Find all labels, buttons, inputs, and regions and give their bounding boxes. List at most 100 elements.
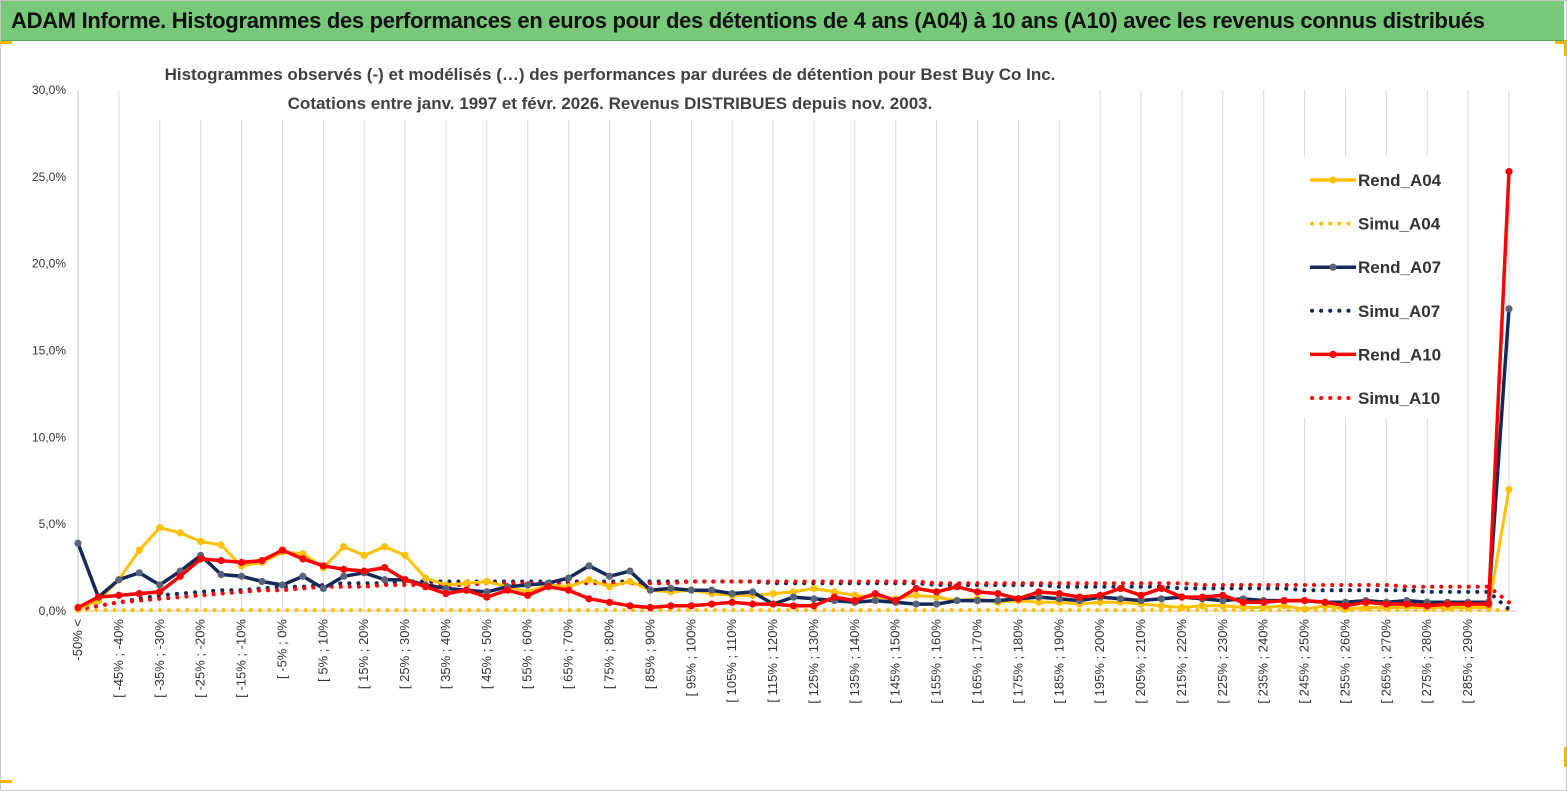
data-point-rend-a10: [1035, 588, 1043, 596]
data-point-rend-a10: [667, 602, 675, 610]
data-point-rend-a04: [421, 574, 430, 582]
data-point-rend-a07: [74, 539, 82, 547]
data-point-rend-a04: [381, 543, 389, 551]
x-tick-label: [ 285% ; 290%: [1460, 619, 1475, 704]
x-tick-label: [ 205% ; 210%: [1133, 619, 1148, 704]
x-tick-label: [ 115% ; 120%: [765, 619, 780, 703]
data-point-rend-a04: [340, 543, 348, 551]
data-point-rend-a10: [1116, 584, 1125, 593]
data-point-rend-a10: [1239, 598, 1247, 606]
legend-label-rend-a04: Rend_A04: [1358, 171, 1442, 190]
x-tick-label: [ 195% ; 200%: [1092, 619, 1107, 704]
data-point-rend-a10: [462, 586, 471, 594]
data-point-rend-a10: [1464, 600, 1472, 608]
data-point-rend-a07: [217, 570, 225, 579]
data-point-rend-a10: [115, 591, 123, 599]
data-point-rend-a10: [1382, 600, 1390, 608]
data-point-rend-a07: [994, 596, 1002, 605]
data-point-rend-a07: [667, 584, 675, 593]
y-tick-label: 5,0%: [39, 517, 67, 531]
x-tick-label: [ 75% ; 80%: [602, 619, 617, 690]
data-point-rend-a04: [605, 583, 614, 591]
corner-mark-right: [1564, 40, 1567, 56]
legend-label-simu-a10: Simu_A10: [1358, 389, 1440, 408]
data-point-rend-a10: [340, 565, 348, 573]
data-point-rend-a10: [1423, 602, 1431, 610]
corner-mark-bottom-left: [0, 780, 12, 783]
data-point-rend-a07: [1157, 595, 1166, 603]
data-point-rend-a07: [810, 595, 818, 603]
data-point-rend-a04: [1280, 602, 1288, 610]
data-point-rend-a04: [1239, 603, 1247, 612]
data-point-rend-a07: [626, 567, 634, 575]
x-tick-label: [ -45% ; -40%: [111, 619, 126, 698]
data-point-rend-a10: [687, 602, 695, 610]
data-point-rend-a10: [1484, 600, 1493, 608]
y-axis-tick-labels: 0,0% 5,0% 10,0% 15,0% 20,0% 25,0% 30,0%: [32, 83, 66, 618]
x-tick-label: [ 85% ; 90%: [642, 619, 657, 690]
series-line-simu-a10: [76, 579, 1511, 612]
data-point-rend-a07: [156, 581, 164, 589]
data-point-rend-a04: [830, 588, 838, 596]
data-point-rend-a10: [728, 598, 736, 606]
x-tick-label: [ 145% ; 150%: [888, 619, 903, 704]
data-point-rend-a04: [217, 541, 225, 549]
data-point-rend-a07: [912, 600, 920, 608]
data-point-rend-a04: [156, 524, 164, 532]
data-point-rend-a04: [1157, 602, 1166, 610]
data-point-rend-a04: [197, 537, 205, 546]
legend-marker-rend-a10: [1329, 350, 1337, 358]
data-point-rend-a10: [360, 567, 368, 575]
data-point-rend-a10: [1198, 593, 1206, 601]
data-point-rend-a10: [544, 583, 552, 591]
data-point-rend-a07: [442, 584, 450, 593]
data-point-rend-a10: [156, 588, 164, 596]
x-tick-label: [ 275% ; 280%: [1419, 619, 1434, 704]
data-point-rend-a04: [1505, 485, 1513, 494]
data-point-rend-a07: [237, 572, 246, 580]
x-tick-label: [ 25% ; 30%: [397, 619, 412, 690]
x-tick-label: [ 225% ; 230%: [1215, 619, 1230, 704]
data-point-rend-a10: [278, 546, 287, 554]
data-point-rend-a10: [258, 557, 266, 565]
data-point-rend-a04: [299, 550, 307, 558]
chart-title-line-1: Histogrammes observés (-) et modélisés (…: [165, 65, 1056, 84]
data-point-rend-a04: [483, 577, 491, 586]
data-point-rend-a10: [1157, 584, 1166, 593]
data-point-rend-a10: [1341, 602, 1350, 610]
data-point-rend-a10: [421, 583, 430, 591]
x-tick-label: [ 165% ; 170%: [969, 619, 984, 704]
data-point-rend-a10: [1362, 598, 1370, 606]
data-point-rend-a10: [1137, 591, 1145, 599]
data-point-rend-a10: [319, 562, 327, 570]
data-point-rend-a07: [1116, 595, 1125, 603]
data-point-rend-a07: [340, 572, 348, 580]
data-point-rend-a10: [912, 584, 920, 593]
x-tick-label: [ -35% ; -30%: [152, 619, 167, 698]
data-point-rend-a07: [258, 577, 266, 586]
data-point-rend-a10: [442, 590, 450, 598]
data-point-rend-a07: [381, 576, 389, 584]
y-tick-label: 20,0%: [32, 257, 66, 271]
data-point-rend-a07: [1219, 596, 1227, 605]
x-tick-label: [ 255% ; 260%: [1337, 619, 1352, 704]
data-point-rend-a07: [1137, 596, 1145, 605]
x-tick-label: [ 125% ; 130%: [806, 619, 821, 704]
y-tick-label: 30,0%: [32, 83, 66, 97]
data-point-rend-a10: [585, 595, 593, 603]
data-point-rend-a04: [1178, 603, 1186, 612]
data-point-rend-a10: [1505, 168, 1513, 176]
data-point-rend-a04: [789, 588, 798, 596]
legend-label-rend-a10: Rend_A10: [1358, 345, 1441, 364]
data-point-rend-a10: [524, 591, 532, 599]
data-point-rend-a07: [789, 593, 798, 601]
y-tick-label: 0,0%: [39, 604, 67, 618]
data-point-rend-a10: [892, 596, 900, 605]
data-point-rend-a04: [585, 576, 593, 584]
data-point-rend-a07: [524, 581, 532, 589]
data-point-rend-a07: [565, 574, 573, 582]
corner-mark-bottom-right: [1564, 747, 1567, 767]
data-point-rend-a04: [1219, 602, 1227, 610]
x-tick-label: [ 185% ; 190%: [1051, 619, 1066, 704]
legend-marker-rend-a04: [1329, 176, 1337, 184]
